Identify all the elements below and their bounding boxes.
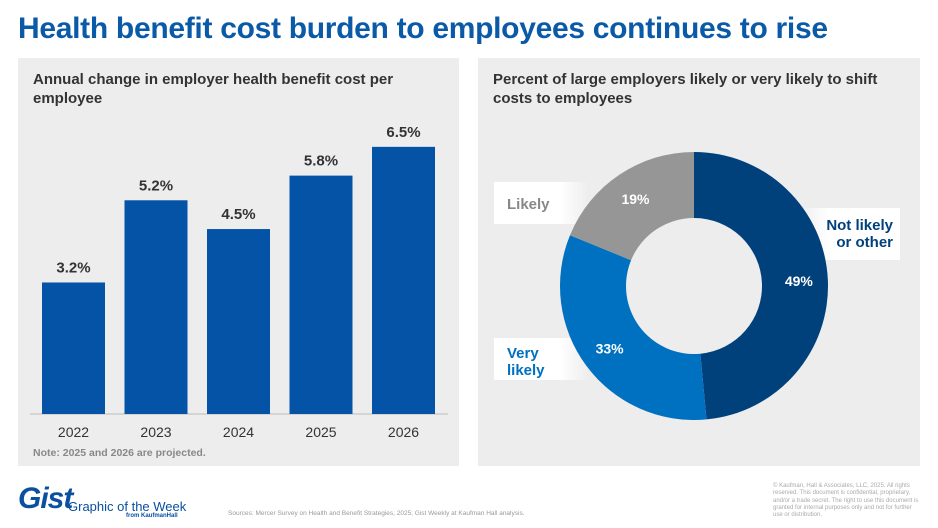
slice-name-label: likely [507, 362, 545, 379]
x-tick-label: 2025 [305, 424, 336, 440]
logo-from: from KaufmanHall [126, 513, 178, 519]
bar-2025 [289, 175, 353, 414]
bar-2026 [372, 146, 435, 414]
data-label: 3.2% [56, 259, 90, 276]
bar-chart-panel: Annual change in employer health benefit… [18, 58, 459, 466]
donut-chart-panel: Percent of large employers likely or ver… [478, 58, 920, 466]
donut-chart-title: Percent of large employers likely or ver… [493, 71, 878, 107]
bar-chart: 3.2% 2022 5.2% 2023 4.5% 2024 5.8% 2025 6.5% 2026 [30, 124, 448, 440]
slice-value-label: 49% [785, 273, 814, 289]
page-title: Health benefit cost burden to employees … [18, 12, 828, 45]
data-label: 5.8% [304, 153, 338, 170]
slice-name-label: Likely [507, 196, 550, 213]
data-label: 6.5% [386, 124, 420, 141]
logo-text: Gist [18, 482, 73, 515]
slice-name-label: Not likely [826, 217, 893, 234]
bar-2023 [124, 200, 188, 414]
donut-slice-not-likely-or-other [694, 152, 828, 420]
sources: Sources: Mercer Survey on Health and Ben… [228, 510, 525, 517]
bar-chart-title: Annual change in employer health benefit… [33, 71, 394, 107]
x-tick-label: 2026 [388, 424, 419, 440]
data-label: 5.2% [139, 177, 173, 194]
copyright: © Kaufman, Hall & Associates, LLC, 2025.… [773, 483, 919, 519]
slice-name-label: Very [507, 345, 539, 362]
slice-value-label: 19% [621, 191, 650, 207]
bar-2024 [207, 229, 270, 414]
gist-logo: Gist Graphic of the Week from KaufmanHal… [18, 482, 186, 519]
chart-note: Note: 2025 and 2026 are projected. [33, 447, 206, 459]
label-box [494, 182, 589, 224]
donut-slice-likely [570, 152, 694, 261]
donut-slice-very-likely [560, 235, 707, 420]
x-tick-label: 2023 [140, 424, 171, 440]
slice-name-label: or other [836, 234, 893, 251]
slice-value-label: 33% [596, 341, 625, 357]
x-tick-label: 2022 [58, 424, 89, 440]
x-tick-label: 2024 [223, 424, 254, 440]
data-label: 4.5% [221, 206, 255, 223]
logo-subtitle: Graphic of the Week [68, 499, 187, 514]
label-box [494, 338, 589, 380]
bar-2022 [42, 282, 105, 414]
